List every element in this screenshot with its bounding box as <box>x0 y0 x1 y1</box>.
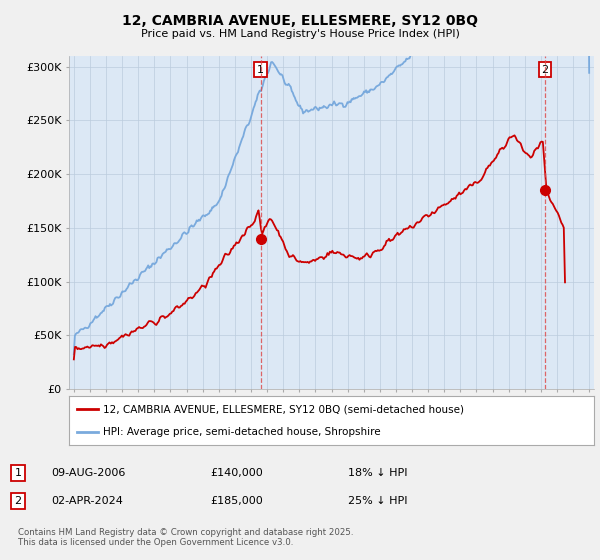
Text: 12, CAMBRIA AVENUE, ELLESMERE, SY12 0BQ: 12, CAMBRIA AVENUE, ELLESMERE, SY12 0BQ <box>122 14 478 28</box>
Text: 09-AUG-2006: 09-AUG-2006 <box>51 468 125 478</box>
Text: 18% ↓ HPI: 18% ↓ HPI <box>348 468 407 478</box>
Text: 25% ↓ HPI: 25% ↓ HPI <box>348 496 407 506</box>
Text: Contains HM Land Registry data © Crown copyright and database right 2025.
This d: Contains HM Land Registry data © Crown c… <box>18 528 353 547</box>
Text: 2: 2 <box>541 64 548 74</box>
Text: £185,000: £185,000 <box>210 496 263 506</box>
Text: 2: 2 <box>14 496 22 506</box>
Text: HPI: Average price, semi-detached house, Shropshire: HPI: Average price, semi-detached house,… <box>103 427 381 437</box>
Text: 1: 1 <box>14 468 22 478</box>
Text: 12, CAMBRIA AVENUE, ELLESMERE, SY12 0BQ (semi-detached house): 12, CAMBRIA AVENUE, ELLESMERE, SY12 0BQ … <box>103 404 464 414</box>
Text: £140,000: £140,000 <box>210 468 263 478</box>
Text: 02-APR-2024: 02-APR-2024 <box>51 496 123 506</box>
Text: Price paid vs. HM Land Registry's House Price Index (HPI): Price paid vs. HM Land Registry's House … <box>140 29 460 39</box>
Text: 1: 1 <box>257 64 264 74</box>
